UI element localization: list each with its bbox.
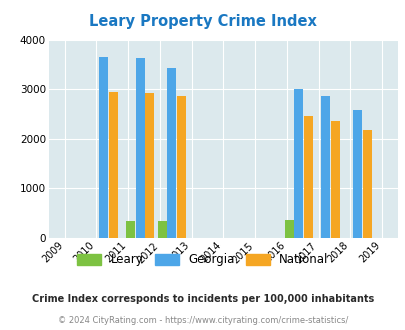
Bar — [330, 121, 339, 238]
Bar — [362, 130, 371, 238]
Bar — [145, 93, 154, 238]
Bar — [126, 221, 135, 238]
Bar — [321, 96, 329, 238]
Bar — [352, 110, 361, 238]
Bar — [158, 221, 166, 238]
Bar — [135, 58, 144, 238]
Bar — [99, 57, 108, 238]
Bar — [303, 116, 312, 238]
Bar — [109, 92, 117, 238]
Text: Leary Property Crime Index: Leary Property Crime Index — [89, 14, 316, 29]
Legend: Leary, Georgia, National: Leary, Georgia, National — [77, 253, 328, 266]
Bar — [284, 220, 293, 238]
Bar — [294, 89, 303, 238]
Text: Crime Index corresponds to incidents per 100,000 inhabitants: Crime Index corresponds to incidents per… — [32, 294, 373, 304]
Bar — [167, 68, 176, 238]
Text: © 2024 CityRating.com - https://www.cityrating.com/crime-statistics/: © 2024 CityRating.com - https://www.city… — [58, 315, 347, 325]
Bar — [177, 96, 185, 238]
